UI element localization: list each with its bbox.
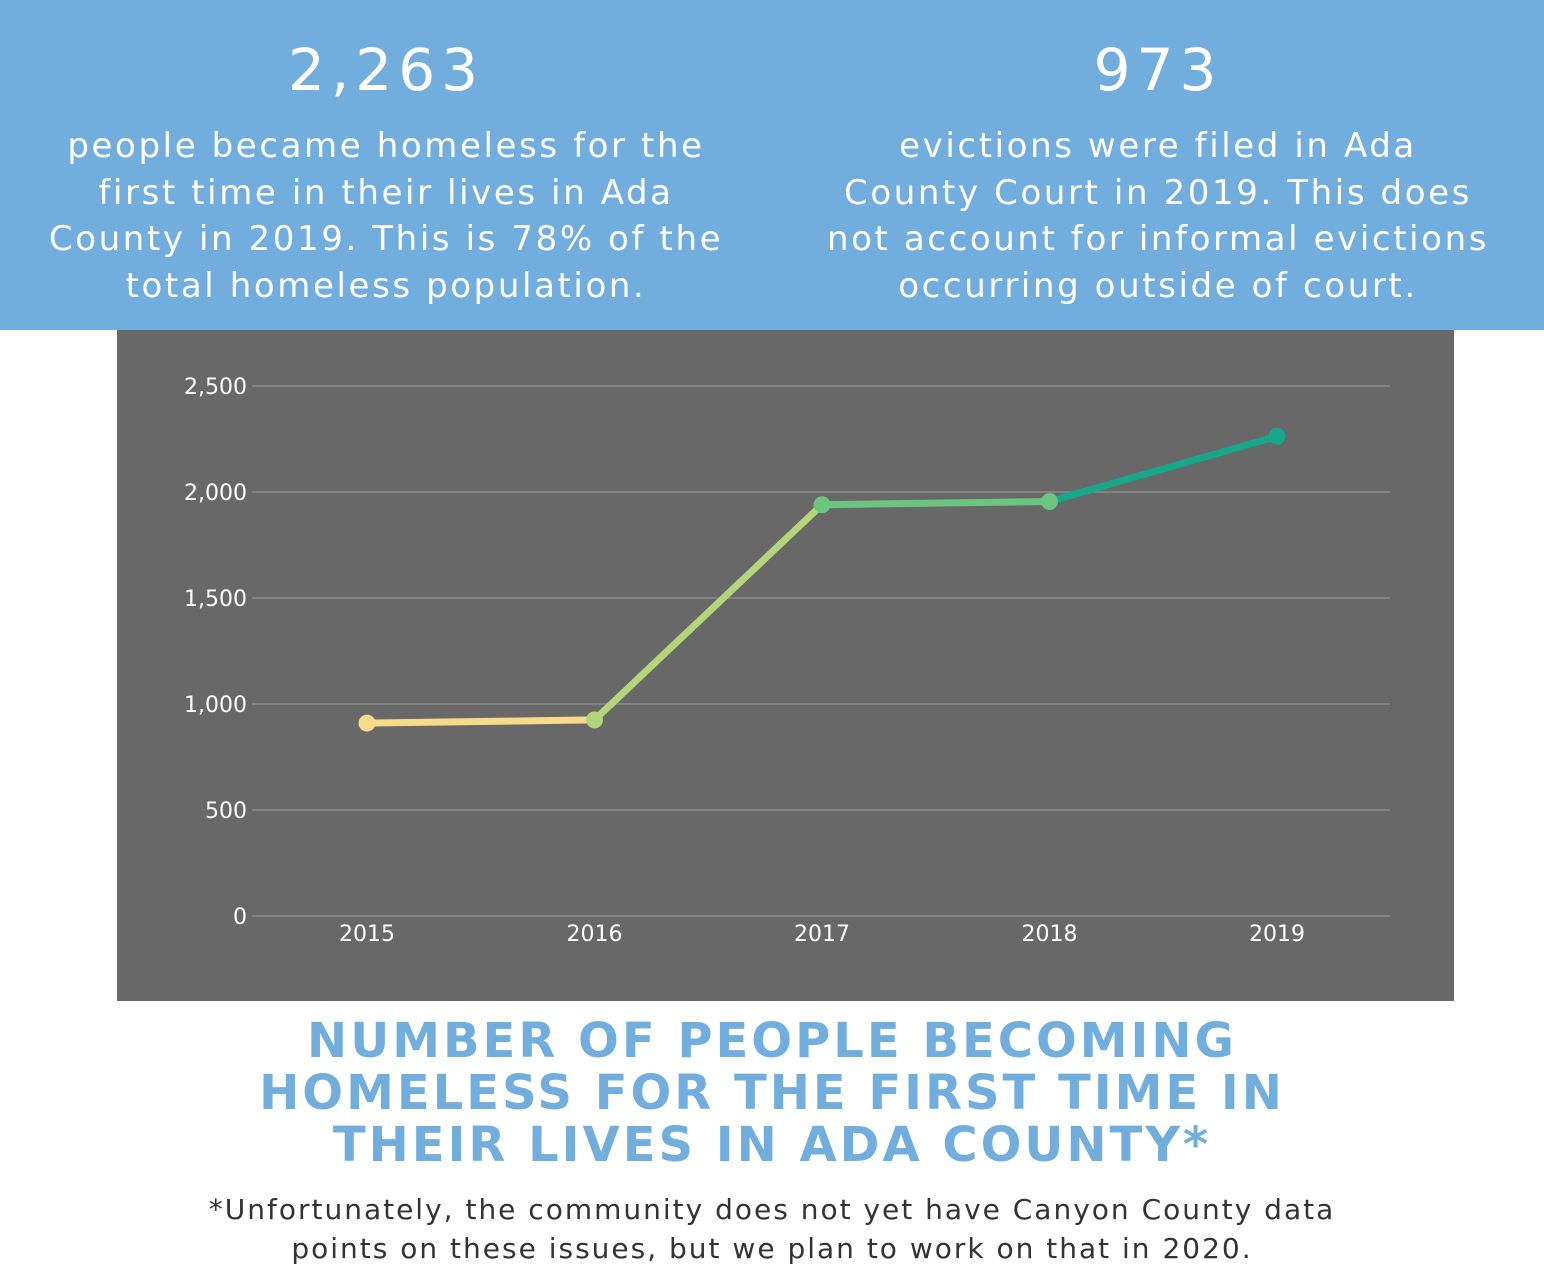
stat-description-line: County in 2019. This is 78% of the <box>48 219 724 259</box>
stat-description-line: not account for informal evictions <box>826 219 1490 259</box>
series-line-segment <box>818 498 1053 509</box>
line-chart: 0 500 1,000 1,500 2,000 2,500 2015 2016 2017 2018… <box>184 375 1390 947</box>
y-tick-label: 1,000 <box>184 693 247 718</box>
stat-description: evictions were filed in Ada County Court… <box>772 123 1544 309</box>
y-tick-label: 500 <box>205 799 247 824</box>
stat-evictions: 973 evictions were filed in Ada County C… <box>772 0 1544 309</box>
x-tick-label: 2015 <box>339 922 395 947</box>
chart-title-line: HOMELESS FOR THE FIRST TIME IN <box>259 1065 1285 1121</box>
series-line-segment <box>591 501 826 724</box>
x-tick-label: 2018 <box>1022 922 1078 947</box>
stat-number: 2,263 <box>287 36 485 104</box>
footnote: *Unfortunately, the community does not y… <box>0 1190 1544 1268</box>
x-tick-label: 2019 <box>1249 922 1305 947</box>
stats-banner: 2,263 people became homeless for the fir… <box>0 0 1544 330</box>
y-tick-label: 1,500 <box>184 587 247 612</box>
y-tick-label: 2,500 <box>184 375 247 400</box>
stat-new-homeless: 2,263 people became homeless for the fir… <box>0 0 772 309</box>
data-point <box>586 711 603 729</box>
data-point <box>1041 493 1058 511</box>
footnote-line: points on these issues, but we plan to w… <box>291 1232 1253 1265</box>
data-point <box>358 714 376 732</box>
stat-description-line: occurring outside of court. <box>898 265 1418 306</box>
stat-description-line: evictions were filed in Ada <box>899 126 1417 166</box>
chart-title-line: THEIR LIVES IN ADA COUNTY* <box>332 1117 1212 1173</box>
y-tick-label: 2,000 <box>184 481 247 506</box>
x-tick-label: 2017 <box>794 922 850 947</box>
stat-description-line: County Court in 2019. This does <box>844 172 1472 213</box>
stat-description-line: total homeless population. <box>125 265 647 306</box>
x-tick-label: 2016 <box>567 922 623 947</box>
chart-title-line: NUMBER OF PEOPLE BECOMING <box>307 1013 1237 1069</box>
stat-description: people became homeless for the first tim… <box>0 123 772 309</box>
stat-number: 973 <box>1093 36 1223 104</box>
footnote-line: *Unfortunately, the community does not y… <box>208 1193 1336 1226</box>
chart-panel: 0 500 1,000 1,500 2,000 2,500 2015 2016 2017 2018… <box>117 330 1454 1001</box>
series-line-segment <box>363 716 598 727</box>
chart-title: NUMBER OF PEOPLE BECOMING HOMELESS FOR T… <box>0 1015 1544 1171</box>
data-point <box>1268 427 1286 445</box>
stat-description-line: first time in their lives in Ada <box>98 172 674 213</box>
series-line-segment <box>1046 432 1281 506</box>
y-tick-label: 0 <box>233 905 247 930</box>
data-point <box>813 496 831 514</box>
stat-description-line: people became homeless for the <box>67 126 705 166</box>
